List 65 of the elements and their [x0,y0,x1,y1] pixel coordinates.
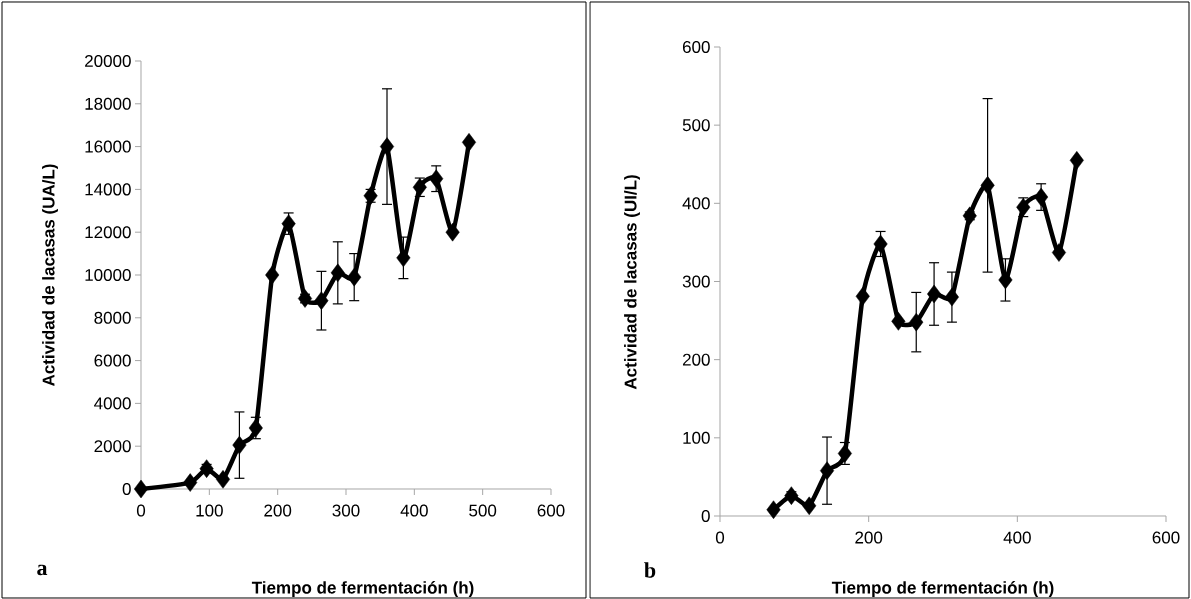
text: a [37,564,48,576]
y-tick-label: 500 [682,119,710,132]
point [962,206,977,226]
point [891,312,906,331]
point [330,263,345,283]
point [396,248,411,268]
x-tick-label: 300 [332,504,360,517]
x-tick-label: 600 [537,504,565,517]
point [820,461,835,480]
y-tick-label: 400 [682,197,710,210]
y-tick-label: 12000 [85,226,131,239]
y-tick-label: 20000 [85,54,131,68]
point [445,222,460,242]
point [380,137,394,156]
x-tick-label: 600 [1152,531,1180,544]
point [909,312,924,332]
point [314,291,329,310]
y-tick-label: 2000 [94,440,131,453]
y-tick-label: 0 [122,482,131,496]
y-tick-label: 6000 [94,354,131,367]
x-tick-label: 400 [1003,531,1031,544]
point [232,435,247,455]
y-tick-label: 8000 [94,311,131,324]
y-tick-label: 16000 [85,140,131,153]
point [766,500,781,519]
point [1034,187,1049,207]
point [183,473,198,492]
x-tick-label: 200 [264,504,292,517]
point [298,289,313,308]
point [429,169,444,188]
point [873,234,888,254]
text: b [644,562,656,578]
point [1051,243,1066,262]
y-tick-label: 18000 [85,97,131,110]
y-tick-label: 4000 [94,397,131,410]
point [998,270,1013,290]
point [199,459,214,478]
x-tick-label: 0 [715,531,725,544]
point [927,284,942,304]
point [134,479,149,499]
y-axis-title: Actividad de lacasas (UI/L) [624,175,640,390]
y-tick-label: 14000 [85,183,131,196]
y-axis-title: Actividad de lacasas (UA/L) [42,164,58,387]
x-tick-label: 400 [400,504,428,517]
x-tick-label: 100 [196,504,223,517]
x-tick-label: 500 [469,504,497,517]
point [462,133,476,152]
point [802,496,817,516]
point [784,486,799,505]
point [265,265,280,285]
y-tick-label: 100 [683,431,710,444]
point [1069,151,1084,170]
point [216,470,231,489]
x-tick-label: 0 [136,504,146,517]
y-tick-label: 10000 [85,268,131,282]
x-axis-title: Tiempo de fermentación (h) [831,580,1054,597]
point [347,267,362,287]
point [855,287,870,306]
y-tick-label: 300 [682,275,710,288]
x-axis-title: Tiempo de fermentación (h) [251,580,474,597]
point [944,287,959,307]
x-tick-label: 200 [855,531,883,544]
point [980,176,995,195]
y-tick-label: 600 [682,40,710,54]
y-tick-label: 200 [682,353,710,366]
